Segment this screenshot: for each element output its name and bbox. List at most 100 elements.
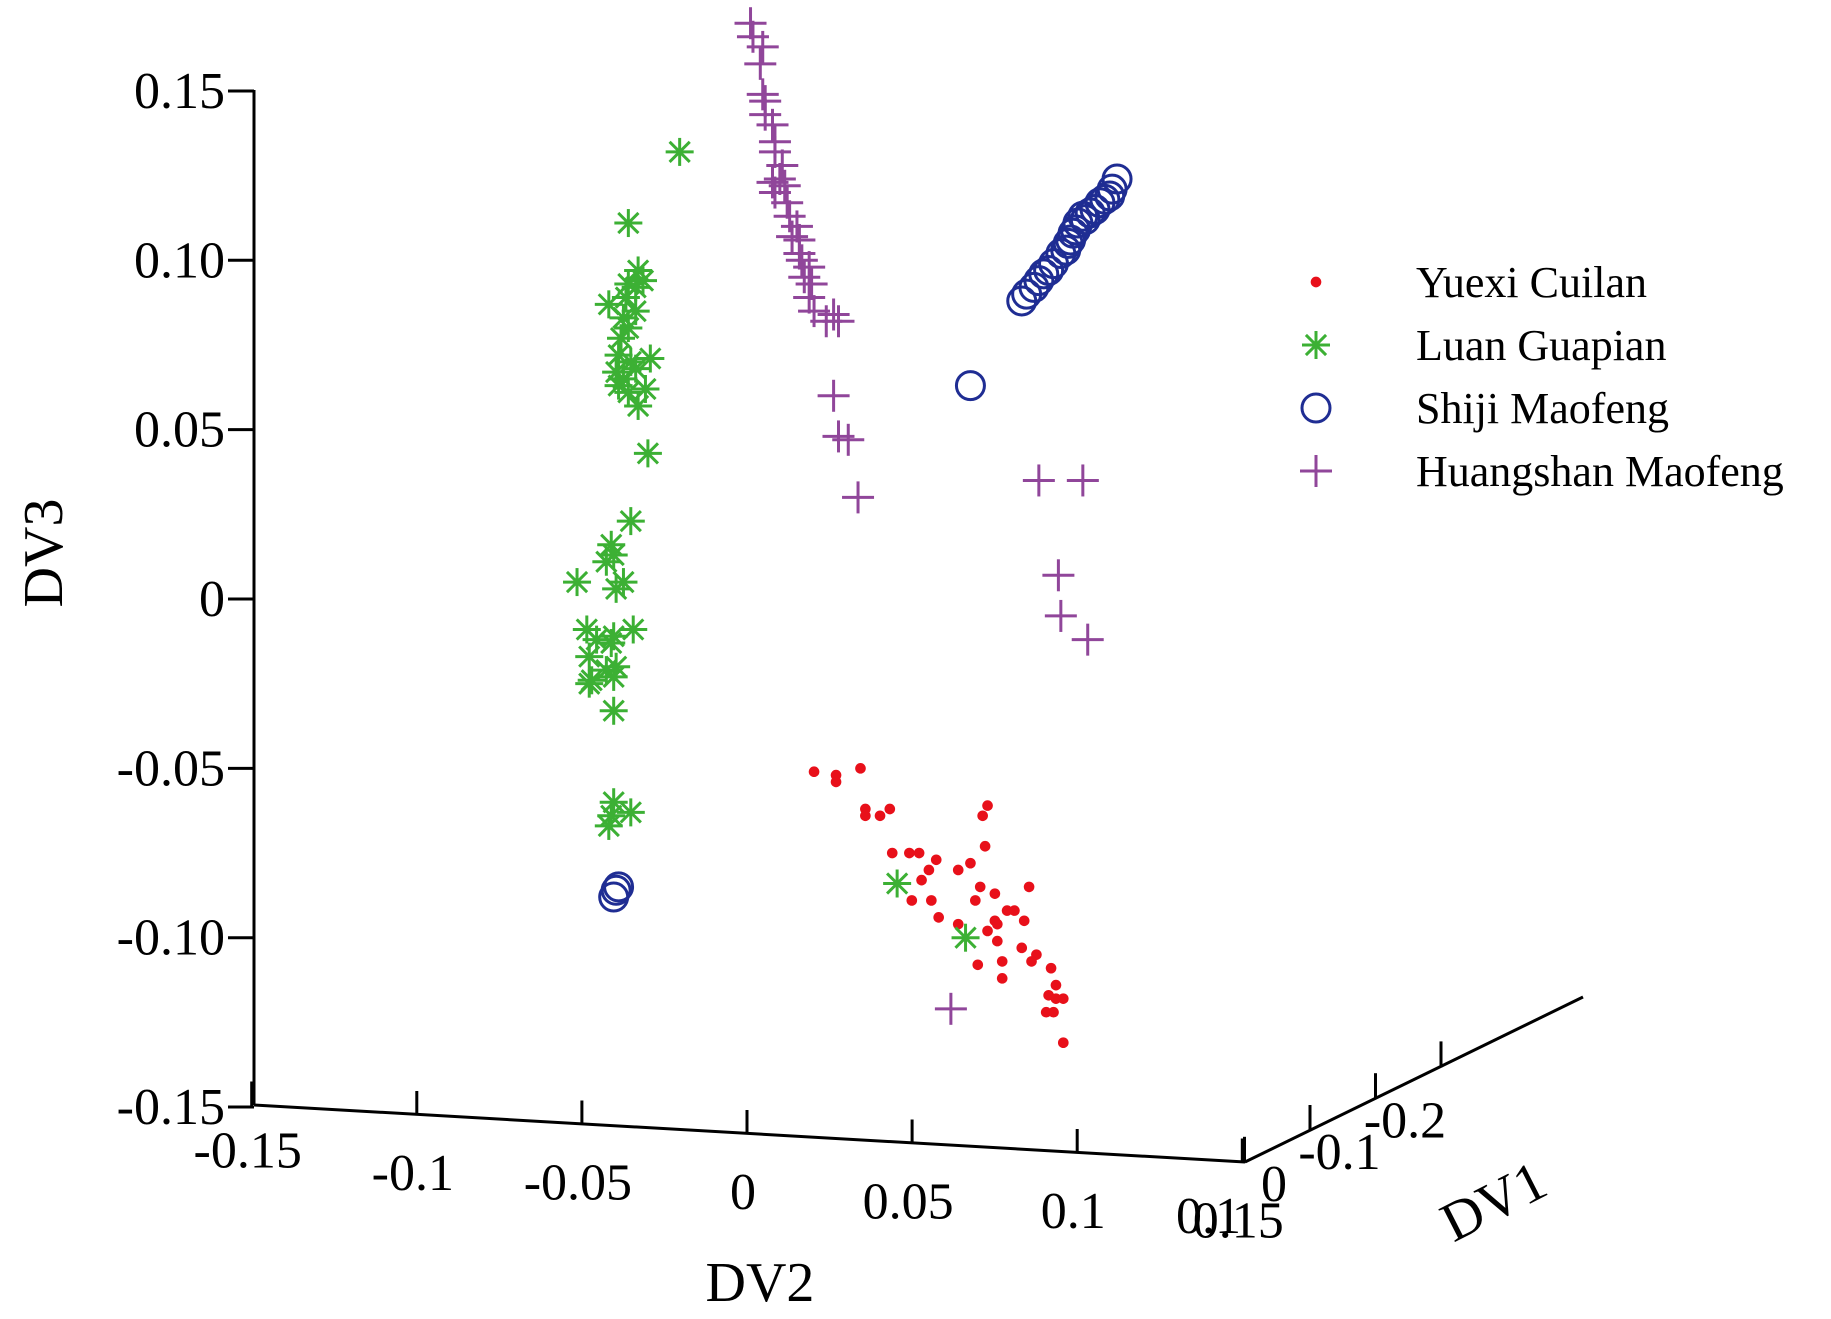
x-tick-label: 0.1 [1041,1183,1106,1240]
huangshan-maofeng-point [934,992,967,1025]
huangshan-maofeng-point [1042,559,1075,592]
yuexi-cuilan-point [974,881,986,893]
huangshan-maofeng-point [734,7,767,40]
huangshan-maofeng-point [817,379,850,412]
huangshan-maofeng-point [822,305,855,338]
x-tick-label: 0.05 [863,1174,954,1231]
luan-guapian-point [619,615,648,644]
yuexi-cuilan-point [965,857,976,869]
z-tick-label: -0.10 [117,910,225,967]
yuexi-cuilan-point [1016,942,1028,954]
yuexi-cuilan-point [1050,979,1062,991]
series-circle [598,163,1133,913]
legend-label: Yuexi Cuilan [1416,258,1647,307]
luan-guapian-point [575,669,604,698]
yuexi-cuilan-point [930,854,942,866]
yuexi-cuilan-point [933,912,944,923]
z-tick-label: 0.05 [134,402,225,459]
shiji-maofeng-point [1006,285,1038,317]
yuexi-cuilan-point [996,973,1008,984]
shiji-maofeng-point [598,881,630,913]
yuexi-cuilan-point [996,956,1008,967]
legend-marker-dot [1310,276,1322,288]
y-tick-label: 0 [1261,1156,1287,1213]
huangshan-maofeng-point [758,135,791,168]
yuexi-cuilan-point [952,918,964,930]
yuexi-cuilan-point [1040,1006,1052,1018]
luan-guapian-point [594,811,623,840]
luan-guapian-point [599,696,628,725]
luan-guapian-point [592,547,621,576]
yuexi-cuilan-point [952,864,964,876]
huangshan-maofeng-point [817,298,850,331]
series-asterisk [563,137,980,952]
huangshan-maofeng-point [746,78,779,111]
yuexi-cuilan-point [923,864,935,876]
x-tick-label: 0.15 [1193,1193,1284,1250]
yuexi-cuilan-point [1048,1006,1059,1018]
luan-guapian-point [951,923,980,952]
luan-guapian-point [563,568,592,597]
z-tick-label: -0.15 [117,1079,225,1136]
yuexi-cuilan-point [886,847,898,859]
huangshan-maofeng-point [766,149,799,182]
z-tick-label: 0.15 [134,63,225,120]
yuexi-cuilan-point [874,810,886,822]
luan-guapian-point [614,209,643,238]
yuexi-cuilan-point [970,895,981,906]
yuexi-cuilan-point [855,763,866,774]
huangshan-maofeng-point [785,244,818,277]
shiji-maofeng-point [954,370,986,402]
huangshan-maofeng-point [793,281,826,314]
series-dot [808,763,1069,1049]
yuexi-cuilan-point [991,935,1003,947]
x-tick-label: -0.1 [372,1145,454,1202]
legend-marker-asterisk [1302,331,1330,359]
yuexi-cuilan-point [906,895,918,906]
yuexi-cuilan-point [860,810,871,822]
huangshan-maofeng-point [832,423,865,456]
luan-guapian-point [665,137,694,166]
huangshan-maofeng-point [1022,464,1055,497]
huangshan-maofeng-point [1066,464,1099,497]
y-tick-label: 0.1 [1176,1188,1241,1245]
legend-label: Shiji Maofeng [1416,384,1669,433]
yuexi-cuilan-point [1050,993,1062,1004]
yuexi-cuilan-point [830,776,842,788]
yuexi-cuilan-point [808,766,820,778]
z-ticks: 0.15 0.10 0.05 0 -0.05 -0.10 -0.15 [117,63,254,1136]
yuexi-cuilan-point [1009,905,1020,916]
luan-guapian-point [616,507,645,536]
huangshan-maofeng-point [788,261,821,294]
yuexi-cuilan-point [1057,1037,1069,1049]
luan-guapian-point [629,266,658,295]
huangshan-maofeng-point [795,268,828,301]
luan-guapian-point [883,869,912,898]
legend-marker-circle [1300,392,1332,424]
luan-guapian-point [636,344,665,373]
yuexi-cuilan-point [884,803,896,815]
legend-label: Huangshan Maofeng [1416,447,1784,496]
huangshan-maofeng-point [744,47,777,80]
huangshan-maofeng-point [776,220,809,253]
huangshan-maofeng-point [1044,599,1077,632]
y-axis-line [1244,995,1584,1164]
y-tick-label: -0.2 [1364,1092,1446,1149]
x-tick-label: -0.05 [524,1155,632,1212]
yuexi-cuilan-point [972,959,984,971]
x-tick-label: 0 [730,1164,756,1221]
yuexi-cuilan-point [1057,993,1069,1004]
x-axis-title: DV2 [706,1252,815,1314]
y-axis-title: DV1 [1431,1150,1556,1255]
luan-guapian-point [597,629,626,658]
yuexi-cuilan-point [1023,881,1035,893]
yuexi-cuilan-point [1045,962,1057,974]
data-points [563,7,1133,1049]
z-tick-label: 0 [199,571,225,628]
z-tick-label: 0.10 [134,232,225,289]
yuexi-cuilan-point [979,840,991,852]
yuexi-cuilan-point [904,847,915,859]
luan-guapian-point [599,662,628,691]
y-tick-label: -0.1 [1298,1124,1380,1181]
